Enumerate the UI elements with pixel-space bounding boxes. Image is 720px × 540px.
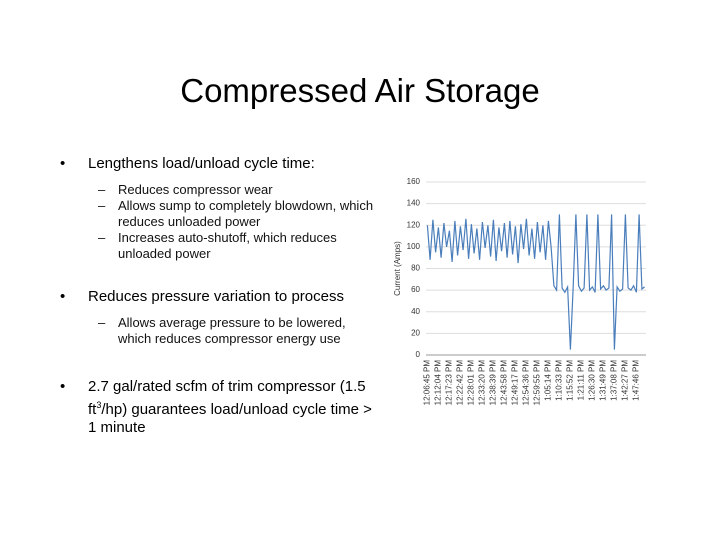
bullet: • 2.7 gal/rated scfm of trim compressor (… [60, 378, 380, 437]
bullet-marker: • [60, 378, 66, 395]
bullet-text: Reduces pressure variation to process [88, 288, 344, 305]
sub-text: Reduces compressor wear [118, 182, 273, 197]
bullet-text: Lengthens load/unload cycle time: [88, 155, 315, 172]
y-tick-label: 100 [407, 242, 421, 251]
bullet-marker: • [60, 288, 66, 305]
x-tick-label: 1:26:30 PM [587, 360, 596, 401]
y-tick-label: 60 [411, 285, 420, 294]
x-tick-label: 1:15:52 PM [565, 360, 574, 401]
text-part: 2.7 gal/rated scfm of trim compressor (1… [88, 378, 366, 418]
x-tick-label: 1:05:14 PM [543, 360, 552, 401]
x-tick-label: 1:10:33 PM [554, 360, 563, 401]
y-tick-label: 40 [411, 307, 420, 316]
sub-text: Allows sump to completely blowdown, whic… [118, 198, 374, 229]
bullet-text: 2.7 gal/rated scfm of trim compressor (1… [88, 378, 380, 437]
sub-marker: – [98, 315, 106, 330]
x-tick-label: 1:31:49 PM [598, 360, 607, 401]
line-series [426, 214, 645, 350]
bullet: • Lengthens load/unload cycle time: – Reduc… [60, 155, 380, 262]
sub-marker: – [98, 230, 106, 245]
y-axis-label: Current (Amps) [393, 241, 402, 296]
sub-marker: – [98, 182, 106, 197]
sub-text: Allows average pressure to be lowered, w… [118, 315, 346, 346]
sub-bullet: – Allows sump to completely blowdown, whi… [98, 198, 380, 230]
bullet-marker: • [60, 155, 66, 172]
y-tick-label: 80 [411, 264, 420, 273]
sub-bullet: – Reduces compressor wear [98, 182, 380, 198]
x-tick-label: 1:37:08 PM [609, 360, 618, 401]
x-tick-label: 12:43:58 PM [499, 360, 508, 406]
sub-text: Increases auto-shutoff, which reduces un… [118, 230, 337, 261]
sub-marker: – [98, 198, 106, 213]
text-part: 3 [96, 400, 102, 410]
x-tick-label: 12:28:01 PM [466, 360, 475, 406]
y-tick-label: 140 [407, 199, 421, 208]
x-tick-label: 1:42:27 PM [620, 360, 629, 401]
slide-title: Compressed Air Storage [180, 72, 540, 109]
text-part: /hp) guarantees load/unload cycle time >… [88, 401, 372, 436]
sub-bullet: – Increases auto-shutoff, which reduces u… [98, 230, 380, 262]
bullet: • Reduces pressure variation to process – A… [60, 288, 380, 347]
x-tick-label: 1:21:11 PM [576, 360, 585, 401]
sub-bullet: – Allows average pressure to be lowered, … [98, 315, 380, 347]
sub-list: – Allows average pressure to be lowered, … [60, 315, 380, 347]
x-tick-label: 1:47:46 PM [631, 360, 640, 401]
x-tick-label: 12:12:04 PM [433, 360, 442, 406]
sub-list: – Reduces compressor wear – Allows sump to … [60, 182, 380, 262]
y-tick-label: 160 [407, 177, 421, 186]
x-tick-label: 12:17:23 PM [444, 360, 453, 406]
y-tick-label: 20 [411, 328, 420, 337]
y-tick-label: 0 [416, 350, 421, 359]
x-tick-label: 12:06:45 PM [422, 360, 431, 406]
x-tick-label: 12:54:36 PM [521, 360, 530, 406]
x-tick-label: 12:38:39 PM [488, 360, 497, 406]
x-tick-label: 12:49:17 PM [510, 360, 519, 406]
x-tick-label: 12:59:55 PM [532, 360, 541, 406]
chart: Current (Amps) 0 20 40 60 80 100 120 140 160 12:06… [393, 177, 646, 406]
x-tick-label: 12:33:20 PM [477, 360, 486, 406]
x-tick-label: 12:22:42 PM [455, 360, 464, 406]
y-tick-label: 120 [407, 220, 421, 229]
